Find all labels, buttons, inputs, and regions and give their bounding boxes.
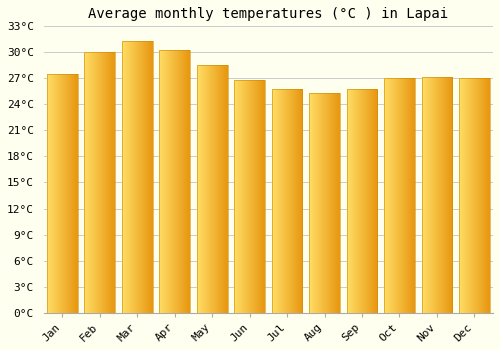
Bar	[47, 74, 78, 313]
Bar	[272, 89, 302, 313]
Bar	[197, 65, 228, 313]
Bar	[346, 89, 378, 313]
Bar	[384, 78, 415, 313]
Title: Average monthly temperatures (°C ) in Lapai: Average monthly temperatures (°C ) in La…	[88, 7, 448, 21]
Bar	[84, 52, 115, 313]
Bar	[234, 80, 265, 313]
Bar	[122, 41, 152, 313]
Bar	[422, 77, 452, 313]
Bar	[459, 78, 490, 313]
Bar	[160, 50, 190, 313]
Bar	[309, 93, 340, 313]
